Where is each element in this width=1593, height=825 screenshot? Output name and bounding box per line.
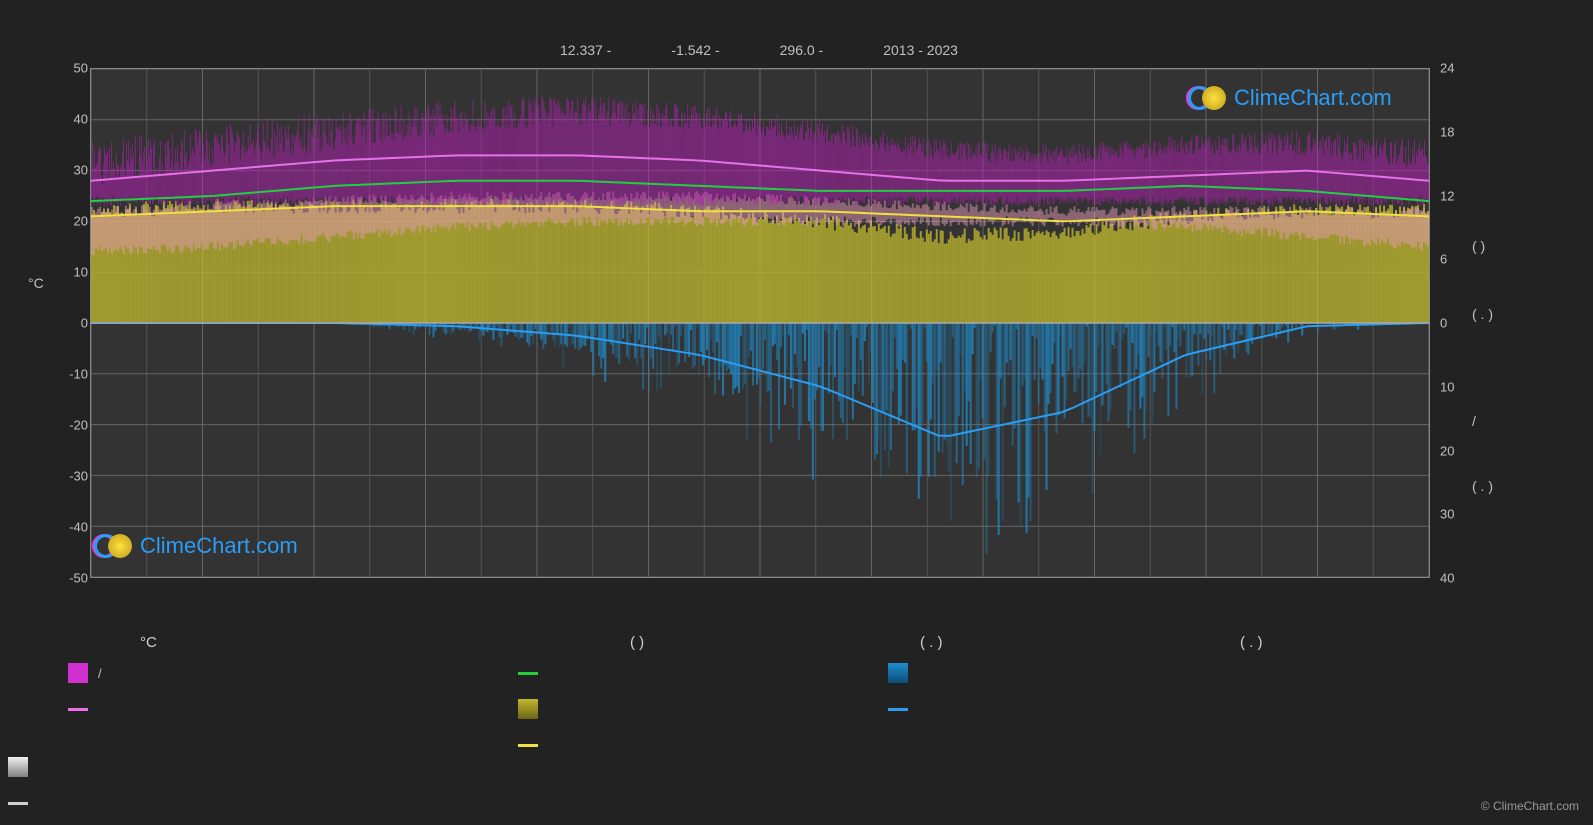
chart-svg: [91, 69, 1429, 577]
x-month: [872, 588, 984, 606]
y-axis-left-label: °C: [28, 275, 44, 291]
legend-hdr-2: ( ): [630, 634, 644, 651]
y-tick-left: 40: [48, 112, 88, 127]
x-month: [537, 588, 649, 606]
legend-hdr-3: ( . ): [920, 634, 943, 651]
y-tick-left: -20: [48, 418, 88, 433]
y-tick-right: 20: [1440, 443, 1454, 458]
legend-column: /: [68, 662, 428, 756]
y-tick-right: 6: [1440, 252, 1447, 267]
y-tick-left: 0: [48, 316, 88, 331]
x-month: [760, 588, 872, 606]
y-tick-right: 40: [1440, 571, 1454, 586]
x-month: [313, 588, 425, 606]
meta-years: 2013 - 2023: [883, 42, 958, 58]
y-tick-right: 18: [1440, 124, 1454, 139]
copyright: © ClimeChart.com: [1481, 799, 1579, 813]
legend-item: [518, 662, 878, 684]
legend: /: [68, 662, 1528, 814]
y-tick-left: -50: [48, 571, 88, 586]
right-unit-2: ( . ): [1472, 306, 1493, 322]
x-month: [425, 588, 537, 606]
right-unit-3: /: [1472, 413, 1476, 429]
y-axis-left: 50403020100-10-20-30-40-50: [48, 68, 88, 578]
legend-column: [8, 756, 368, 814]
x-month: [90, 588, 202, 606]
legend-swatch: [68, 663, 88, 683]
chart-plot-area: [90, 68, 1430, 578]
x-axis: [90, 588, 1430, 606]
legend-hdr-4: ( . ): [1240, 634, 1263, 651]
chart-meta-row: 12.337 - -1.542 - 296.0 - 2013 - 2023: [0, 42, 1593, 58]
legend-header: °C ( ) ( . ) ( . ): [0, 634, 1593, 656]
climechart-logo-icon: [1186, 84, 1226, 112]
y-tick-right: 12: [1440, 188, 1454, 203]
meta-lon: -1.542 -: [671, 42, 719, 58]
y-tick-right: 10: [1440, 379, 1454, 394]
legend-item: [518, 698, 878, 720]
watermark-text: ClimeChart.com: [1234, 85, 1392, 111]
meta-lat: 12.337 -: [560, 42, 611, 58]
legend-item: [8, 792, 368, 814]
meta-elev: 296.0 -: [780, 42, 824, 58]
watermark-text: ClimeChart.com: [140, 533, 298, 559]
legend-swatch: [888, 663, 908, 683]
x-month: [983, 588, 1095, 606]
y-axis-right: 2418126010203040: [1434, 68, 1474, 578]
y-tick-right: 0: [1440, 316, 1447, 331]
legend-swatch: [8, 757, 28, 777]
watermark: ClimeChart.com: [1186, 84, 1392, 112]
legend-hdr-1: °C: [140, 634, 157, 651]
legend-label: /: [98, 666, 102, 681]
x-month: [1207, 588, 1319, 606]
climechart-logo-icon: [92, 532, 132, 560]
y-tick-right: 30: [1440, 507, 1454, 522]
y-tick-left: 20: [48, 214, 88, 229]
y-tick-left: -40: [48, 520, 88, 535]
legend-item: [518, 734, 878, 756]
legend-swatch: [518, 744, 538, 747]
x-month: [1095, 588, 1207, 606]
x-month: [1318, 588, 1430, 606]
legend-item: [68, 698, 428, 720]
watermark: ClimeChart.com: [92, 532, 298, 560]
legend-item: /: [68, 662, 428, 684]
y-tick-left: 30: [48, 163, 88, 178]
y-tick-left: -30: [48, 469, 88, 484]
legend-column: [888, 662, 1248, 756]
y-tick-left: 10: [48, 265, 88, 280]
legend-item: [888, 662, 1248, 684]
legend-swatch: [518, 672, 538, 675]
y-axis-right-labels: ( ) ( . ) / ( . ): [1472, 68, 1502, 578]
legend-item: [888, 698, 1248, 720]
y-tick-left: -10: [48, 367, 88, 382]
legend-item: [8, 756, 368, 778]
legend-swatch: [518, 699, 538, 719]
legend-swatch: [68, 708, 88, 711]
x-month: [648, 588, 760, 606]
x-month: [202, 588, 314, 606]
right-unit-4: ( . ): [1472, 478, 1493, 494]
right-unit-1: ( ): [1472, 238, 1485, 254]
legend-column: [518, 662, 878, 756]
legend-swatch: [888, 708, 908, 711]
y-tick-right: 24: [1440, 61, 1454, 76]
y-tick-left: 50: [48, 61, 88, 76]
legend-swatch: [8, 802, 28, 805]
